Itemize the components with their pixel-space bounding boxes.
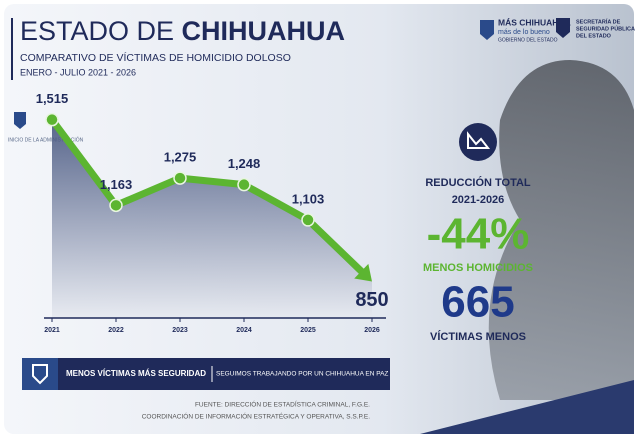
logo-brand: MÁS CHIHUAHUA <box>498 17 571 27</box>
banner-message: SEGUIMOS TRABAJANDO POR UN CHIHUAHUA EN … <box>216 371 388 378</box>
point <box>45 112 59 127</box>
x-tick-label: 2024 <box>236 327 252 334</box>
secretariat: DEL ESTADO <box>576 33 612 39</box>
summary-percent: -44% <box>427 210 530 259</box>
summary-heading: REDUCCIÓN TOTAL <box>425 176 531 189</box>
logo-tagline: más de lo bueno <box>498 29 550 36</box>
value-label: 1,515 <box>36 91 69 106</box>
soldier-image <box>488 60 634 400</box>
secretariat: SEGURIDAD PÚBLICA <box>576 25 635 32</box>
annotation: INICIO DE LA ADMINISTRACIÓN <box>8 136 84 143</box>
banner <box>22 358 390 390</box>
point <box>301 213 315 227</box>
background <box>4 4 634 434</box>
x-tick-label: 2025 <box>300 327 316 334</box>
summary-range: 2021-2026 <box>452 194 505 206</box>
banner-icon-box <box>22 358 58 390</box>
logo-icon <box>480 20 494 40</box>
area <box>52 119 372 318</box>
plot: 2021 1,515 2022 1,163 2023 1,275 2024 1,248 2025… <box>36 91 389 334</box>
value-label: 1,275 <box>164 150 197 165</box>
x-tick-label: 2026 <box>364 327 380 334</box>
banner-slogan: MENOS VÍCTIMAS MÁS SEGURIDAD <box>66 369 206 378</box>
logo-government: GOBIERNO DEL ESTADO <box>498 37 558 43</box>
value-label: 1,248 <box>228 156 261 171</box>
x-tick-label: 2021 <box>44 327 60 334</box>
value-label: 850 <box>355 289 388 311</box>
point <box>173 171 187 185</box>
x-tick-label: 2022 <box>108 327 124 334</box>
point <box>237 177 251 192</box>
annotation-icon <box>14 112 26 129</box>
data-line <box>49 117 365 275</box>
point <box>109 198 123 213</box>
value-label: 1,103 <box>292 191 325 206</box>
secretariat-icon <box>556 18 570 38</box>
title: ESTADO DE CHIHUAHUA <box>20 16 345 46</box>
secretariat: SECRETARÍA DE <box>576 17 621 25</box>
corner-stripe <box>420 380 634 434</box>
footer-source: COORDINACIÓN DE INFORMACIÓN ESTRATÉGICA … <box>142 412 370 421</box>
x-tick-label: 2023 <box>172 327 188 334</box>
banner-icon <box>32 364 48 385</box>
summary-count-caption: VÍCTIMAS MENOS <box>430 330 526 343</box>
value-label: 1,163 <box>100 177 133 192</box>
subtitle: COMPARATIVO DE VÍCTIMAS DE HOMICIDIO DOL… <box>20 51 291 64</box>
period: ENERO - JULIO 2021 - 2026 <box>20 67 136 77</box>
footer-source: FUENTE: DIRECCIÓN DE ESTADÍSTICA CRIMINA… <box>195 400 370 409</box>
summary-icon-glyph <box>467 131 491 149</box>
summary-count: 665 <box>441 278 514 327</box>
arrow-head <box>354 263 372 282</box>
summary-percent-caption: MENOS HOMICIDIOS <box>423 262 533 274</box>
